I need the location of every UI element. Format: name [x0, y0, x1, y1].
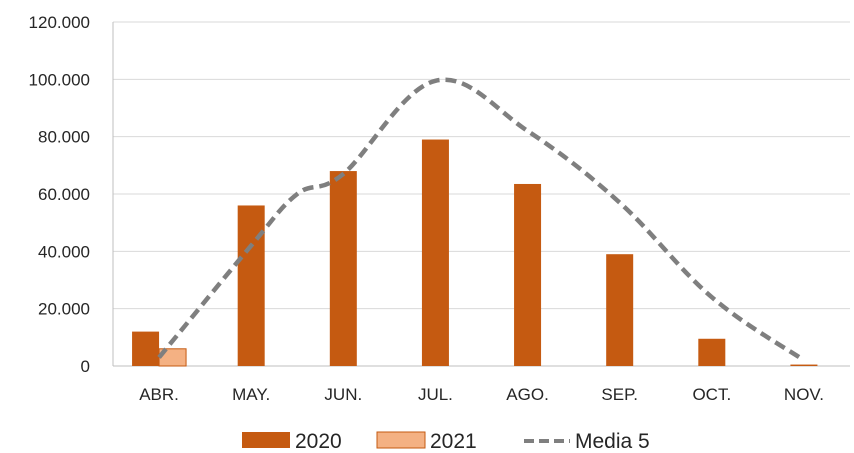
x-tick-label: MAY.	[232, 385, 270, 404]
x-tick-label: NOV.	[784, 385, 824, 404]
y-tick-label: 40.000	[38, 242, 90, 261]
legend-label-media-5: Media 5	[575, 430, 650, 453]
bar-2020	[422, 140, 449, 366]
bar-2020	[606, 254, 633, 366]
bar-2020	[330, 171, 357, 366]
legend-label-2021: 2021	[430, 430, 477, 453]
bars	[132, 140, 817, 366]
y-tick-label: 120.000	[29, 13, 90, 32]
y-tick-label: 0	[81, 357, 90, 376]
y-axis-tick-labels: 0 20.000 40.000 60.000 80.000 100.000 120.000	[29, 13, 90, 376]
y-tick-label: 100.000	[29, 70, 90, 89]
legend-swatch-2020	[242, 432, 290, 448]
bar-2020	[514, 184, 541, 366]
y-tick-label: 20.000	[38, 300, 90, 319]
grid-lines	[113, 22, 850, 309]
x-tick-label: SEP.	[601, 385, 638, 404]
legend-label-2020: 2020	[295, 430, 342, 453]
x-tick-label: AGO.	[506, 385, 549, 404]
x-tick-label: OCT.	[692, 385, 731, 404]
x-tick-label: JUL.	[418, 385, 453, 404]
legend-swatch-2021	[377, 432, 425, 448]
bar-2020	[698, 339, 725, 366]
bar-2020	[132, 332, 159, 366]
bar-2020	[790, 365, 817, 366]
y-tick-label: 80.000	[38, 128, 90, 147]
bar-2020	[238, 205, 265, 366]
y-tick-label: 60.000	[38, 185, 90, 204]
x-tick-label: JUN.	[324, 385, 362, 404]
legend: 2020 2021 Media 5	[242, 430, 650, 453]
x-axis-tick-labels: ABR. MAY. JUN. JUL. AGO. SEP. OCT. NOV.	[139, 385, 824, 404]
x-tick-label: ABR.	[139, 385, 179, 404]
